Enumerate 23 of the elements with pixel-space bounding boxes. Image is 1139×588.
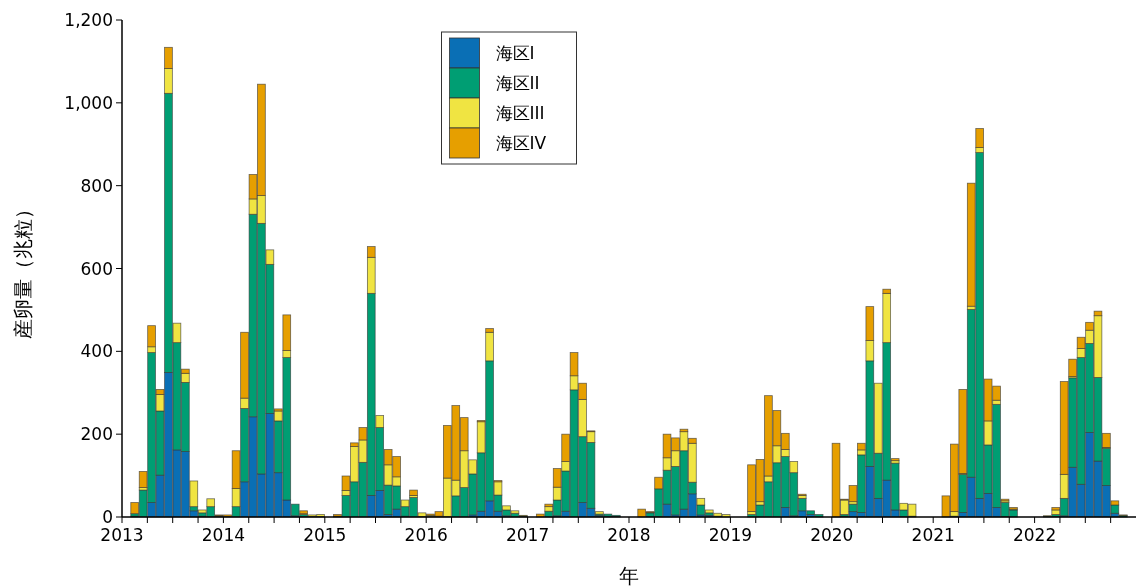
y-tick-label: 1,000: [64, 92, 113, 113]
legend-label: 海区II: [495, 73, 540, 93]
x-tick-label: 2015: [303, 525, 347, 545]
x-tick-label: 2014: [201, 525, 246, 545]
y-tick-label: 600: [80, 258, 113, 279]
x-tick-label: 2016: [404, 525, 448, 545]
x-tick-label: 2018: [607, 525, 651, 545]
x-axis-title: 年: [619, 564, 639, 588]
x-tick-label: 2021: [911, 525, 955, 545]
x-tick-label: 2017: [505, 525, 550, 545]
y-axis-title: 産卵量（兆粒）: [11, 198, 35, 339]
x-tick-label: 2019: [708, 525, 753, 545]
legend-label: 海区I: [495, 43, 535, 63]
y-tick-label: 200: [80, 424, 113, 445]
x-tick-label: 2020: [810, 525, 854, 545]
legend-label: 海区IV: [495, 133, 547, 153]
legend-label: 海区III: [495, 103, 545, 123]
x-tick-label: 2013: [100, 525, 144, 545]
x-tick-label: 2022: [1012, 525, 1057, 545]
y-tick-label: 400: [80, 341, 113, 362]
y-tick-label: 800: [80, 175, 113, 196]
y-tick-label: 0: [102, 507, 113, 527]
y-tick-label: 1,200: [64, 10, 113, 30]
